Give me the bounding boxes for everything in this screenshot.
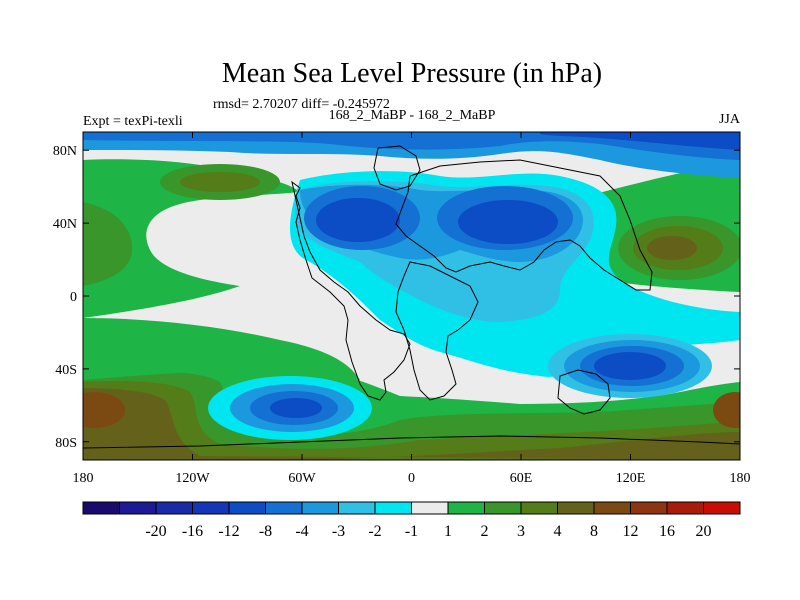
arctic-strong-negative-band xyxy=(83,132,740,160)
colorbar-label-13: 12 xyxy=(623,523,639,540)
colorbar-swatch-12 xyxy=(520,501,558,515)
coastline-greenland xyxy=(373,145,421,191)
colorbar-label-6: -2 xyxy=(368,523,381,540)
x-tick-label-6: 180 xyxy=(730,471,751,486)
colorbar-swatch-14 xyxy=(593,501,631,515)
south-atlantic-low-core xyxy=(270,398,322,418)
y-tick-label-4: 80S xyxy=(55,436,77,451)
south-pacific-green-band xyxy=(83,318,360,380)
south-pacific-high-east xyxy=(713,392,740,428)
colorbar-label-15: 20 xyxy=(696,523,712,540)
colorbar: -20 -16 -12 -8 -4 -3 -2 -1 1 2 3 4 8 12 16 20 xyxy=(82,501,741,540)
coastline-africa xyxy=(395,261,479,401)
colorbar-label-9: 2 xyxy=(481,523,489,540)
colorbar-swatch-11 xyxy=(484,501,522,515)
colorbar-swatch-17 xyxy=(703,501,741,515)
arctic-very-strong-negative xyxy=(540,132,740,150)
colorbar-swatch-16 xyxy=(666,501,704,515)
season-label: JJA xyxy=(719,112,741,127)
east-pacific-level8-region xyxy=(647,236,697,260)
southern-level-4-band xyxy=(83,381,740,460)
colorbar-swatch-8 xyxy=(374,501,412,515)
colorbar-label-7: -1 xyxy=(405,523,418,540)
coastline-antarctica xyxy=(83,435,740,449)
x-tick-label-2: 60W xyxy=(288,471,316,486)
colorbar-label-11: 4 xyxy=(554,523,562,540)
x-tick-label-3: 0 xyxy=(408,471,415,486)
south-pacific-high-west xyxy=(83,392,125,428)
north-atlantic-high xyxy=(180,172,260,192)
colorbar-swatch-4 xyxy=(228,501,266,515)
experiment-label: Expt = texPi-texli xyxy=(83,114,183,129)
y-tick-label-2: 0 xyxy=(70,290,77,305)
center-label: 168_2_MaBP - 168_2_MaBP xyxy=(329,108,496,123)
coastline-americas xyxy=(291,180,411,401)
colorbar-label-5: -3 xyxy=(332,523,345,540)
colorbar-swatch-3 xyxy=(192,501,230,515)
colorbar-label-10: 3 xyxy=(517,523,525,540)
x-axis: 180 120W 60W 0 60E 120E 180 xyxy=(73,132,751,486)
colorbar-label-0: -20 xyxy=(145,523,166,540)
colorbar-label-12: 8 xyxy=(590,523,598,540)
north-atlantic-low-core xyxy=(316,198,400,242)
colorbar-label-2: -12 xyxy=(218,523,239,540)
indian-ocean-low-core xyxy=(594,352,666,380)
colorbar-swatch-6 xyxy=(301,501,339,515)
siberian-low-core xyxy=(458,200,558,244)
y-tick-label-0: 80N xyxy=(53,144,77,159)
colorbar-label-4: -4 xyxy=(295,523,308,540)
x-tick-label-4: 60E xyxy=(510,471,533,486)
colorbar-swatch-7 xyxy=(338,501,376,515)
x-tick-label-1: 120W xyxy=(175,471,210,486)
west-pacific-strong-region xyxy=(83,202,133,286)
coastline-eurasia xyxy=(395,159,653,291)
colorbar-swatch-0 xyxy=(82,501,120,515)
colorbar-swatch-10 xyxy=(447,501,485,515)
southern-level-8-band xyxy=(83,388,740,460)
x-tick-label-0: 180 xyxy=(73,471,94,486)
x-tick-label-5: 120E xyxy=(616,471,646,486)
colorbar-swatch-1 xyxy=(119,501,157,515)
arctic-negative-band xyxy=(83,132,740,178)
colorbar-label-1: -16 xyxy=(182,523,203,540)
stats-label: rmsd= 2.70207 diff= -0.245972 xyxy=(213,97,390,112)
y-tick-label-3: 40S xyxy=(55,363,77,378)
y-axis: 80N 40N 0 40S 80S xyxy=(53,144,740,451)
colorbar-swatch-9 xyxy=(411,501,449,515)
colorbar-label-8: 1 xyxy=(444,523,452,540)
colorbar-label-3: -8 xyxy=(259,523,272,540)
colorbar-label-14: 16 xyxy=(659,523,675,540)
coastline-australia xyxy=(557,369,611,415)
coastlines xyxy=(83,145,740,449)
north-pacific-positive-region xyxy=(83,159,300,318)
y-tick-label-1: 40N xyxy=(53,217,77,232)
chart-title: Mean Sea Level Pressure (in hPa) xyxy=(222,58,602,89)
colorbar-swatch-5 xyxy=(265,501,303,515)
map-panel xyxy=(83,132,740,460)
colorbar-swatch-2 xyxy=(155,501,193,515)
colorbar-swatch-15 xyxy=(630,501,668,515)
colorbar-swatch-13 xyxy=(557,501,595,515)
